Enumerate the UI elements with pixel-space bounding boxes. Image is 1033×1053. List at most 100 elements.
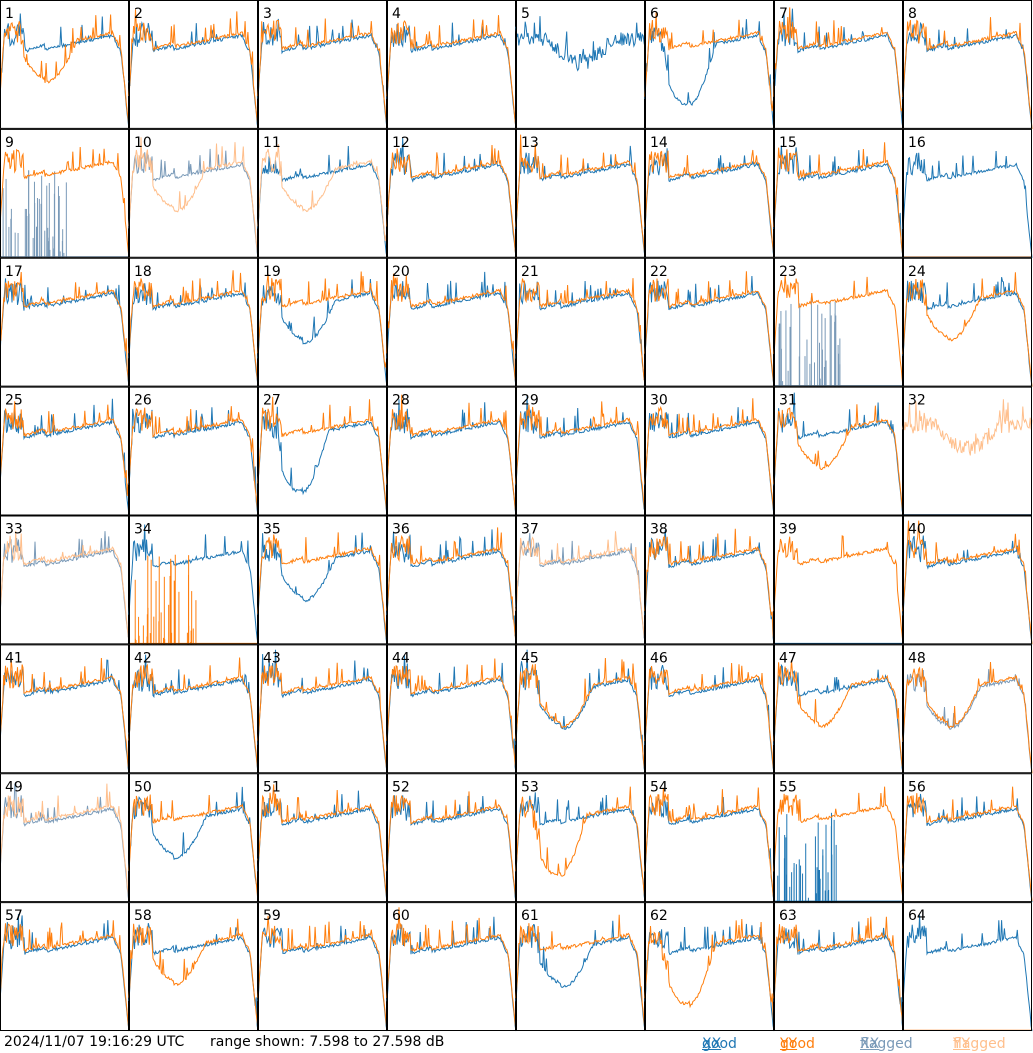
trace-yy bbox=[0, 920, 130, 1032]
panel-59: 59 bbox=[257, 902, 388, 1032]
panel-frame bbox=[258, 902, 387, 1032]
panel-label: 12 bbox=[392, 135, 410, 151]
trace-yy bbox=[0, 783, 130, 901]
panel-label: 26 bbox=[134, 393, 152, 409]
panel-label: 4 bbox=[392, 6, 401, 22]
trace-xx bbox=[257, 146, 388, 258]
legend-good-xx-word: good bbox=[702, 1036, 737, 1052]
panel-label: 36 bbox=[392, 522, 410, 538]
panel-62: 62 bbox=[644, 902, 775, 1032]
trace-yy bbox=[386, 907, 517, 1031]
trace-yy bbox=[773, 535, 904, 644]
panel-label: 57 bbox=[5, 908, 23, 924]
trace-yy bbox=[386, 144, 517, 258]
trace-yy bbox=[902, 399, 1033, 456]
trace-xx bbox=[0, 398, 130, 516]
panel-label: 8 bbox=[908, 6, 917, 22]
trace-xx bbox=[386, 138, 517, 258]
trace-xx bbox=[515, 920, 646, 1032]
panel-frame bbox=[129, 515, 258, 645]
panel-label: 24 bbox=[908, 264, 926, 280]
panel-frame bbox=[516, 902, 645, 1032]
panel-47: 47 bbox=[773, 644, 904, 774]
legend-flagged-yy-word: flagged bbox=[953, 1036, 1006, 1052]
trace-xx bbox=[257, 649, 388, 774]
panel-frame bbox=[258, 515, 387, 645]
trace-yy bbox=[257, 271, 388, 386]
panel-label: 46 bbox=[650, 650, 668, 666]
trace-yy bbox=[257, 784, 388, 902]
panel-frame bbox=[645, 257, 774, 387]
panel-frame bbox=[903, 773, 1032, 903]
trace-xx bbox=[515, 649, 646, 774]
trace-xx bbox=[515, 16, 646, 72]
panel-label: 6 bbox=[650, 6, 659, 22]
panel-label: 3 bbox=[263, 6, 272, 22]
panel-48: 48 bbox=[902, 644, 1033, 774]
panel-7: 7 bbox=[773, 0, 904, 129]
panel-17: 17 bbox=[0, 257, 130, 387]
legend-flagged-xx-pol: XX bbox=[860, 1036, 880, 1052]
panel-label: 51 bbox=[263, 779, 281, 795]
trace-xx bbox=[257, 18, 388, 129]
panel-1: 1 bbox=[0, 0, 130, 129]
panel-label: 37 bbox=[521, 522, 539, 538]
panel-18: 18 bbox=[128, 257, 259, 387]
panel-label: 35 bbox=[263, 522, 281, 538]
trace-yy bbox=[773, 275, 904, 387]
panel-frame bbox=[516, 644, 645, 774]
trace-xx bbox=[644, 276, 775, 387]
trace-yy bbox=[902, 272, 1033, 387]
panel-5: 5 bbox=[515, 0, 646, 129]
trace-xx bbox=[386, 271, 517, 387]
trace-xx bbox=[257, 406, 388, 516]
panel-38: 38 bbox=[644, 515, 775, 645]
trace-xx bbox=[128, 148, 259, 258]
panel-25: 25 bbox=[0, 386, 130, 516]
panel-frame bbox=[645, 644, 774, 774]
trace-xx bbox=[773, 8, 904, 129]
panel-35: 35 bbox=[257, 515, 388, 645]
trace-yy bbox=[386, 658, 517, 772]
panel-label: 40 bbox=[908, 522, 926, 538]
trace-yy bbox=[773, 7, 904, 129]
panel-51: 51 bbox=[257, 773, 388, 903]
panel-40: 40 bbox=[902, 515, 1033, 645]
panel-label: 38 bbox=[650, 522, 668, 538]
footer-bar: 2024/11/07 19:16:29 UTC range shown: 7.5… bbox=[0, 1032, 1033, 1053]
panel-frame bbox=[129, 128, 258, 258]
panel-label: 21 bbox=[521, 264, 539, 280]
panel-53: 53 bbox=[515, 773, 646, 903]
panel-frame bbox=[0, 515, 129, 645]
panel-frame bbox=[516, 0, 645, 129]
trace-xx bbox=[902, 669, 1033, 774]
trace-yy bbox=[773, 916, 904, 1032]
trace-xx bbox=[386, 22, 517, 129]
trace-yy bbox=[386, 527, 517, 645]
panel-label: 58 bbox=[134, 908, 152, 924]
panel-label: 56 bbox=[908, 779, 926, 795]
trace-yy bbox=[644, 528, 775, 644]
trace-yy bbox=[0, 14, 130, 129]
trace-yy bbox=[902, 520, 1033, 645]
trace-yy bbox=[257, 18, 388, 128]
trace-yy bbox=[515, 786, 646, 903]
trace-xx bbox=[902, 277, 1033, 387]
trace-xx bbox=[644, 664, 775, 774]
panel-20: 20 bbox=[386, 257, 517, 387]
panel-60: 60 bbox=[386, 902, 517, 1032]
panel-frame bbox=[774, 386, 903, 516]
panel-frame bbox=[774, 257, 903, 387]
panel-label: 10 bbox=[134, 135, 152, 151]
panel-label: 30 bbox=[650, 393, 668, 409]
trace-xx bbox=[257, 532, 388, 645]
trace-yy bbox=[0, 401, 130, 516]
trace-yy bbox=[0, 530, 130, 645]
panel-label: 15 bbox=[779, 135, 797, 151]
panel-11: 11 bbox=[257, 128, 388, 258]
panel-label: 31 bbox=[779, 393, 797, 409]
panel-15: 15 bbox=[773, 128, 904, 258]
trace-yy bbox=[515, 401, 646, 516]
panel-frame bbox=[258, 0, 387, 129]
panel-frame bbox=[903, 0, 1032, 129]
